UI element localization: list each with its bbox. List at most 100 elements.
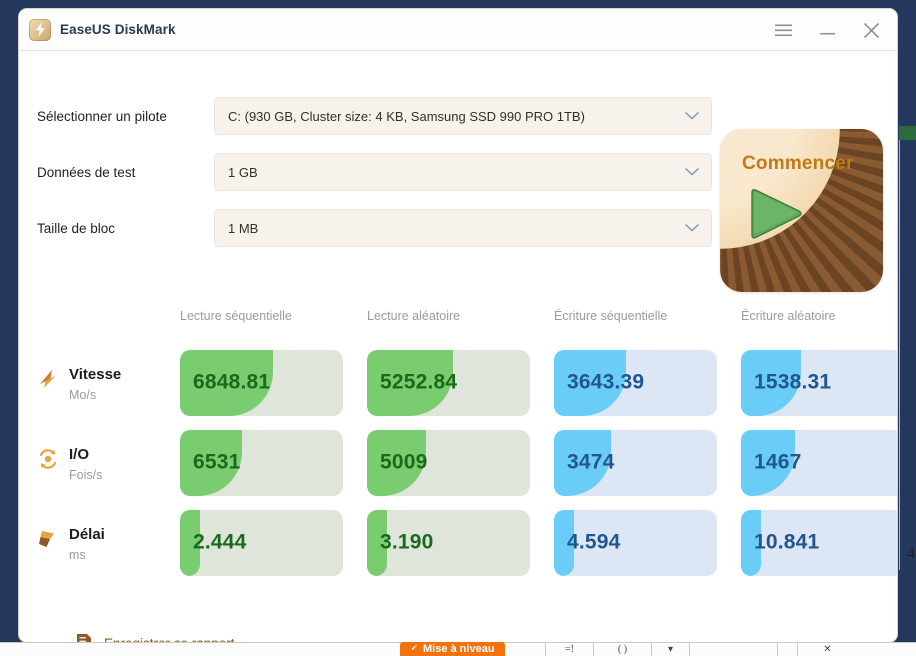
cell-value: 1467 — [754, 450, 802, 474]
hourglass-icon — [37, 526, 59, 552]
test-data-select[interactable]: 1 GB — [214, 153, 712, 191]
save-report-row[interactable]: Enregistrer ce rapport — [75, 633, 235, 643]
cell-speed-rand-write: 1538.31 — [741, 350, 897, 416]
bottom-cell-2[interactable]: ( ) — [593, 642, 651, 656]
block-size-select[interactable]: 1 MB — [214, 209, 712, 247]
cell-value: 5252.84 — [380, 370, 458, 394]
cell-track — [741, 510, 897, 576]
cell-speed-rand-read: 5252.84 — [367, 350, 530, 416]
close-icon[interactable] — [849, 9, 893, 51]
window-controls — [761, 9, 893, 51]
form-row-block-size: Taille de bloc 1 MB — [37, 209, 712, 247]
row-unit-io: Fois/s — [69, 468, 103, 482]
cell-value: 10.841 — [754, 530, 820, 554]
cell-value: 5009 — [380, 450, 428, 474]
block-size-select-value: 1 MB — [228, 220, 259, 236]
cell-fill — [180, 350, 273, 416]
bottom-cell-4[interactable] — [689, 642, 777, 656]
row-unit-latency: ms — [69, 548, 86, 562]
result-row-latency: Délai ms 2.444 3.190 — [37, 503, 897, 583]
desktop-background-left — [0, 0, 18, 656]
cell-track — [180, 510, 343, 576]
column-header-seq-read: Lecture séquentielle — [180, 309, 292, 323]
test-data-select-value: 1 GB — [228, 164, 258, 180]
save-report-link[interactable]: Enregistrer ce rapport — [104, 635, 235, 643]
save-report-icon — [75, 633, 94, 642]
cell-io-seq-read: 6531 — [180, 430, 343, 496]
row-label-latency-text: Délai ms — [69, 526, 105, 562]
upgrade-label: Mise à niveau — [423, 643, 495, 655]
cell-latency-seq-read: 2.444 — [180, 510, 343, 576]
app-title: EaseUS DiskMark — [60, 22, 176, 37]
cell-fill — [554, 510, 574, 576]
row-name-speed: Vitesse — [69, 366, 122, 383]
lightning-bolt-icon — [29, 18, 51, 41]
cell-io-rand-write: 1467 — [741, 430, 897, 496]
play-triangle-icon — [744, 187, 806, 241]
cell-value: 2.444 — [193, 530, 247, 554]
row-label-speed: Vitesse Mo/s — [37, 364, 180, 402]
minimize-icon[interactable] — [805, 9, 849, 51]
cell-fill — [367, 510, 387, 576]
cell-speed-seq-write: 3643.39 — [554, 350, 717, 416]
hamburger-menu-icon[interactable] — [761, 9, 805, 51]
cell-value: 6848.81 — [193, 370, 271, 394]
desktop-background-green-strip — [899, 126, 916, 140]
row-label-latency: Délai ms — [37, 524, 180, 562]
cell-speed-seq-read: 6848.81 — [180, 350, 343, 416]
cell-value: 4.594 — [567, 530, 621, 554]
cell-fill — [180, 510, 200, 576]
bottom-cell-1[interactable]: =! — [545, 642, 593, 656]
app-window: EaseUS DiskMark — [18, 8, 898, 643]
result-row-io: I/O Fois/s 6531 5009 — [37, 423, 897, 503]
start-button[interactable]: Commencer — [720, 129, 883, 292]
cell-track — [554, 510, 717, 576]
chevron-down-icon — [685, 165, 699, 180]
drive-select[interactable]: C: (930 GB, Cluster size: 4 KB, Samsung … — [214, 97, 712, 135]
cell-value: 1538.31 — [754, 370, 832, 394]
cell-fill — [741, 510, 761, 576]
label-select-drive: Sélectionner un pilote — [37, 108, 167, 124]
cell-value: 6531 — [193, 450, 241, 474]
cell-latency-rand-read: 3.190 — [367, 510, 530, 576]
row-unit-speed: Mo/s — [69, 388, 97, 402]
drive-select-value: C: (930 GB, Cluster size: 4 KB, Samsung … — [228, 108, 585, 124]
cell-value: 3643.39 — [567, 370, 645, 394]
form-row-test-data: Données de test 1 GB — [37, 153, 712, 191]
row-label-io-text: I/O Fois/s — [69, 446, 102, 482]
result-row-speed: Vitesse Mo/s 6848.81 5252.84 — [37, 343, 897, 423]
row-label-io: I/O Fois/s — [37, 444, 180, 482]
chevron-down-icon — [685, 109, 699, 124]
column-header-seq-write: Écriture séquentielle — [554, 309, 668, 323]
bottom-cell-dropdown[interactable]: ▾ — [651, 642, 689, 656]
title-bar: EaseUS DiskMark — [19, 9, 897, 51]
row-name-io: I/O — [69, 446, 90, 463]
results-header-row: Lecture séquentielle Lecture aléatoire É… — [37, 309, 882, 343]
cell-value: 3474 — [567, 450, 615, 474]
label-test-data: Données de test — [37, 164, 136, 180]
cell-io-seq-write: 3474 — [554, 430, 717, 496]
bottom-cell-close[interactable]: ✕ — [797, 642, 857, 656]
row-label-speed-text: Vitesse Mo/s — [69, 366, 121, 402]
desktop-edge-rule — [899, 140, 900, 570]
label-block-size: Taille de bloc — [37, 220, 116, 236]
column-header-rand-read: Lecture aléatoire — [367, 309, 461, 323]
upgrade-button[interactable]: Mise à niveau — [400, 642, 505, 656]
speed-arrow-icon — [37, 366, 59, 392]
rocket-icon — [410, 643, 419, 655]
window-content: Sélectionner un pilote C: (930 GB, Clust… — [19, 51, 897, 643]
bottom-cell-5[interactable] — [777, 642, 797, 656]
cell-value: 3.190 — [380, 530, 434, 554]
cell-latency-seq-write: 4.594 — [554, 510, 717, 576]
start-button-face — [720, 129, 883, 292]
form-row-drive: Sélectionner un pilote C: (930 GB, Clust… — [37, 97, 712, 135]
start-button-label: Commencer — [742, 153, 854, 174]
row-name-latency: Délai — [69, 526, 105, 543]
desktop-background-right — [899, 140, 916, 188]
settings-form: Sélectionner un pilote C: (930 GB, Clust… — [37, 97, 712, 265]
desktop-edge-number: 4 — [907, 546, 916, 562]
refresh-cycle-icon — [37, 446, 59, 472]
cell-io-rand-read: 5009 — [367, 430, 530, 496]
results-grid: Lecture séquentielle Lecture aléatoire É… — [37, 309, 897, 583]
